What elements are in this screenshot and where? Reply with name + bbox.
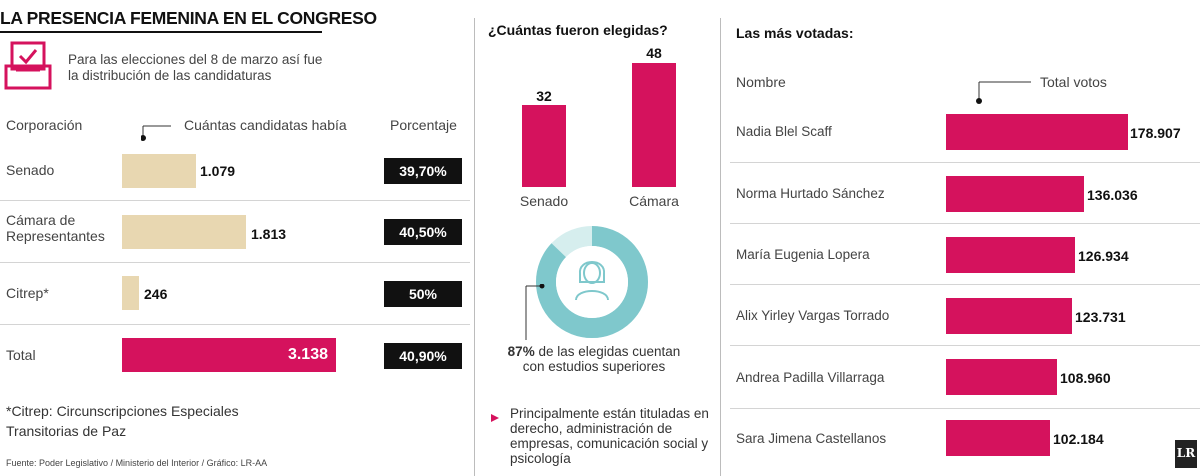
row-label-total: Total [6,347,36,363]
row-divider [0,324,470,325]
votes-header-total: Total votos [1040,74,1107,90]
votes-heading: Las más votadas: [736,25,854,41]
row-divider [730,223,1200,224]
education-label: 87% de las elegidas cuentan con estudios… [504,344,684,374]
vote-name-4: Alix Yirley Vargas Torrado [736,308,890,323]
vote-name-1: Nadia Blel Scaff [736,124,832,139]
vote-value-3: 126.934 [1078,248,1129,264]
candidates-value-senado: 1.079 [200,163,236,179]
elected-label-senado: Senado [519,193,569,209]
vote-name-5: Andrea Padilla Villarraga [736,370,885,385]
divider-left [474,18,475,476]
candidates-value-camara: 1.813 [251,226,287,242]
header-corporacion: Corporación [6,117,83,133]
divider-right [720,18,721,476]
elected-value-camara: 48 [646,45,662,61]
candidates-bar-total: 3.138 [122,338,336,372]
elected-label-camara: Cámara [629,193,679,209]
header-porcentaje: Porcentaje [390,117,457,133]
row-label-senado: Senado [6,162,55,178]
header-pointer [140,124,171,142]
candidates-bar-camara [122,215,246,249]
ballot-box-icon [4,40,52,94]
header-candidatas: Cuántas candidatas había [184,117,347,133]
woman-avatar-icon [572,252,612,302]
vote-value-6: 102.184 [1053,431,1104,447]
vote-bar-2 [946,176,1084,212]
percent-senado: 39,70% [384,158,462,184]
candidates-bar-senado [122,154,196,188]
elected-heading: ¿Cuántas fueron elegidas? [488,22,668,38]
elected-bar-camara [632,63,676,187]
footnote-citrep: *Citrep: Circunscripciones Especiales Tr… [6,403,239,439]
percent-total: 40,90% [384,343,462,369]
row-divider [730,284,1200,285]
row-divider [730,408,1200,409]
title-underline [0,31,322,33]
vote-name-2: Norma Hurtado Sánchez [736,186,885,201]
vote-value-2: 136.036 [1087,187,1138,203]
votes-header-pointer [975,80,1035,106]
elected-bar-senado [522,105,566,187]
vote-bar-4 [946,298,1072,334]
vote-bar-6 [946,420,1050,456]
education-percent: 87% [507,344,535,359]
vote-value-5: 108.960 [1060,370,1111,386]
donut-pointer [520,283,550,344]
vote-bar-3 [946,237,1075,273]
page-title: LA PRESENCIA FEMENINA EN EL CONGRESO [0,8,377,28]
row-label-citrep: Citrep* [6,285,49,301]
elected-value-senado: 32 [536,88,552,104]
percent-citrep: 50% [384,281,462,307]
row-divider [0,262,470,263]
row-divider [730,345,1200,346]
bullet-arrow-icon [490,410,500,422]
vote-value-1: 178.907 [1130,125,1181,141]
row-divider [730,162,1200,163]
vote-value-4: 123.731 [1075,309,1126,325]
candidates-value-citrep: 246 [144,286,168,302]
source-credit: Fuente: Poder Legislativo / Ministerio d… [6,458,268,468]
vote-name-3: María Eugenia Lopera [736,247,870,262]
education-caption: de las elegidas cuentan con estudios sup… [522,344,681,374]
candidates-bar-citrep [122,276,139,310]
vote-name-6: Sara Jimena Castellanos [736,431,887,446]
row-divider [0,200,470,201]
vote-bar-1 [946,114,1128,150]
row-label-camara: Cámara de Representantes [6,212,105,244]
vote-bar-5 [946,359,1057,395]
intro-text: Para las elecciones del 8 de marzo así f… [68,52,323,83]
degrees-text: Principalmente están tituladas en derech… [510,406,709,466]
percent-camara: 40,50% [384,219,462,245]
lr-logo: LR [1175,440,1197,468]
votes-header-name: Nombre [736,74,786,90]
